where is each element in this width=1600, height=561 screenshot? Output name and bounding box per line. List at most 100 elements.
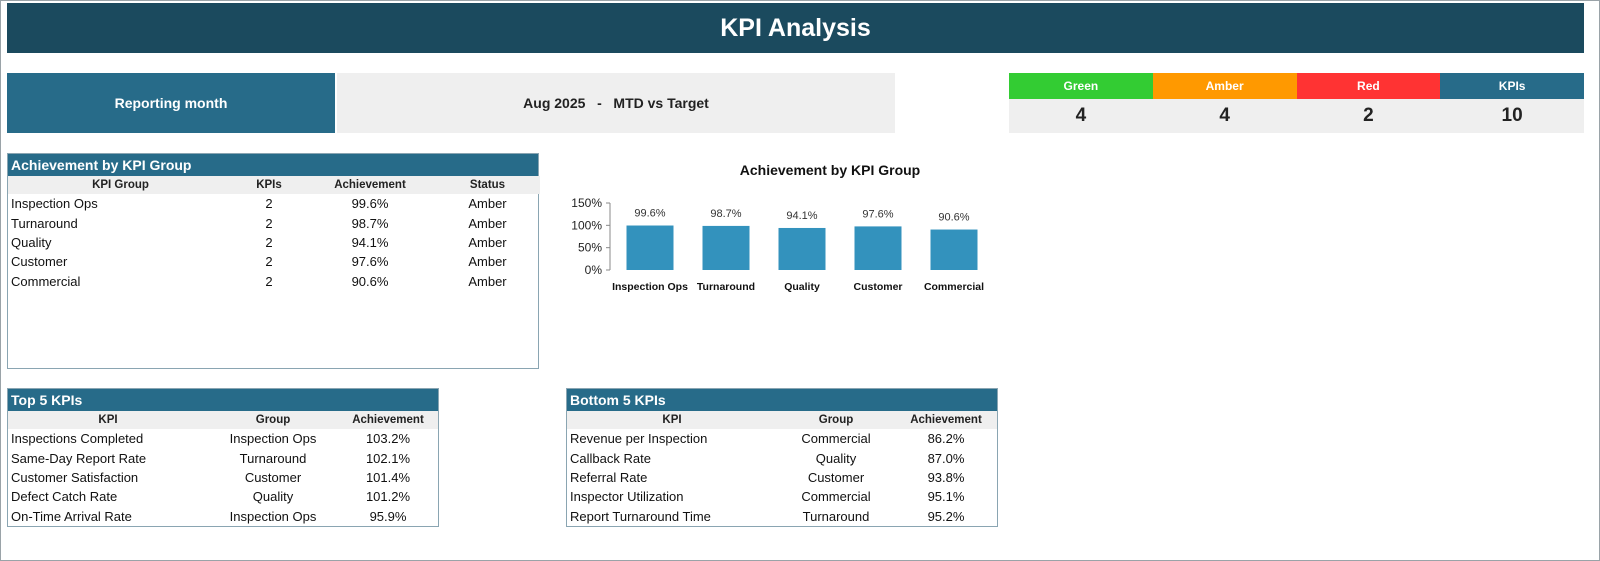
table-row: Inspection Ops 2 99.6% Amber	[8, 194, 540, 213]
table-cell: 93.8%	[927, 469, 965, 485]
column-header: KPI Group	[8, 176, 233, 194]
table-cell: Inspections Completed	[11, 431, 144, 447]
bar	[854, 226, 902, 270]
status-card-label: Green	[1009, 73, 1153, 99]
table-cell: Customer Satisfaction	[11, 469, 139, 485]
table-cell: 2	[265, 273, 273, 289]
column-header: KPI	[567, 411, 777, 429]
bottom5-panel: Bottom 5 KPIs KPI Group Achievement Reve…	[566, 388, 998, 527]
table-row: Referral Rate Customer 93.8%	[567, 468, 997, 487]
reporting-month-value: Aug 2025 - MTD vs Target	[337, 73, 895, 133]
x-tick-label: Quality	[784, 281, 820, 293]
y-tick-label: 0%	[585, 263, 603, 277]
table-cell: 2	[265, 234, 273, 250]
table-cell: Turnaround	[239, 450, 307, 466]
column-header: KPIs	[233, 176, 305, 194]
group-achievement-panel: Achievement by KPI Group KPI Group KPIs …	[7, 153, 540, 369]
table-cell: Defect Catch Rate	[11, 489, 118, 505]
x-tick-label: Inspection Ops	[612, 281, 688, 293]
panel-title: Achievement by KPI Group	[8, 154, 538, 176]
status-card-label: Amber	[1152, 73, 1297, 99]
table-row: Quality 2 94.1% Amber	[8, 233, 540, 252]
bar	[702, 225, 750, 270]
table-cell: Same-Day Report Rate	[11, 450, 147, 466]
table-row: Customer 2 97.6% Amber	[8, 252, 540, 271]
table-cell: Commercial	[11, 273, 81, 289]
top5-table: KPI Group Achievement Inspections Comple…	[8, 411, 438, 526]
table-cell: 95.1%	[927, 489, 965, 505]
table-cell: Inspector Utilization	[570, 489, 684, 505]
table-cell: Revenue per Inspection	[570, 431, 708, 447]
top5-panel: Top 5 KPIs KPI Group Achievement Inspect…	[7, 388, 439, 527]
table-cell: Quality	[815, 450, 857, 466]
x-tick-label: Customer	[853, 281, 902, 293]
table-cell: Customer	[244, 469, 302, 485]
table-cell: Commercial	[801, 489, 871, 505]
table-row: Commercial 2 90.6% Amber	[8, 272, 540, 291]
column-header: Achievement	[895, 411, 997, 429]
table-cell: 95.9%	[369, 508, 407, 524]
table-row: Same-Day Report Rate Turnaround 102.1%	[8, 448, 438, 467]
table-row: Report Turnaround Time Turnaround 95.2%	[567, 507, 997, 526]
table-cell: 94.1%	[351, 234, 389, 250]
table-cell: 101.4%	[365, 469, 411, 485]
table-cell: 2	[265, 215, 273, 231]
table-cell: Quality	[252, 489, 294, 505]
column-header: Achievement	[338, 411, 438, 429]
table-cell: Amber	[468, 273, 507, 289]
dashboard-title: KPI Analysis	[7, 3, 1584, 53]
table-cell: Commercial	[801, 431, 871, 447]
table-cell: Inspection Ops	[229, 508, 317, 524]
table-cell: On-Time Arrival Rate	[11, 508, 132, 524]
reporting-month-label: Reporting month	[7, 73, 335, 133]
table-cell: 101.2%	[365, 489, 411, 505]
table-header-row: KPI Group Achievement	[8, 411, 438, 429]
table-cell: Turnaround	[11, 215, 78, 231]
bar	[778, 227, 826, 270]
data-label: 99.6%	[634, 208, 665, 220]
chart-title: Achievement by KPI Group	[739, 162, 921, 178]
status-card-value: 4	[1009, 99, 1153, 133]
status-card-value: 4	[1152, 99, 1297, 133]
data-label: 90.6%	[938, 212, 969, 224]
table-row: On-Time Arrival Rate Inspection Ops 95.9…	[8, 507, 438, 526]
bar	[626, 225, 674, 270]
table-header-row: KPI Group Achievement	[567, 411, 997, 429]
group-achievement-table: KPI Group KPIs Achievement Status Inspec…	[8, 176, 540, 291]
table-cell: Inspection Ops	[11, 196, 98, 212]
table-cell: 2	[265, 196, 273, 212]
table-cell: Report Turnaround Time	[570, 508, 711, 524]
table-row: Turnaround 2 98.7% Amber	[8, 213, 540, 232]
panel-title: Bottom 5 KPIs	[567, 389, 997, 411]
table-cell: Amber	[468, 196, 507, 212]
status-card-red: Red 2	[1296, 73, 1441, 133]
data-label: 98.7%	[710, 208, 741, 220]
table-cell: 87.0%	[927, 450, 965, 466]
status-card-kpis: KPIs 10	[1440, 73, 1584, 133]
bar	[930, 229, 978, 270]
table-cell: Callback Rate	[570, 450, 651, 466]
table-cell: 95.2%	[927, 508, 965, 524]
column-header: Achievement	[305, 176, 435, 194]
column-header: Group	[208, 411, 338, 429]
bottom5-table: KPI Group Achievement Revenue per Inspec…	[567, 411, 997, 526]
x-tick-label: Turnaround	[697, 281, 755, 293]
achievement-bar-chart: 0% 50% 100% 150% 99.6% Inspection Ops 98.7% Tur…	[571, 196, 984, 293]
status-card-amber: Amber 4	[1152, 73, 1297, 133]
table-cell: Turnaround	[802, 508, 870, 524]
y-tick-label: 50%	[578, 241, 602, 255]
status-card-label: KPIs	[1440, 73, 1584, 99]
table-cell: 103.2%	[365, 431, 411, 447]
table-cell: Customer	[807, 469, 865, 485]
column-header: Status	[435, 176, 540, 194]
status-card-value: 2	[1296, 99, 1441, 133]
y-tick-label: 100%	[571, 218, 602, 232]
table-cell: 2	[265, 254, 273, 270]
table-cell: 102.1%	[365, 450, 411, 466]
table-cell: Inspection Ops	[229, 431, 317, 447]
status-card-green: Green 4	[1009, 73, 1153, 133]
table-cell: Customer	[11, 254, 68, 270]
table-cell: 86.2%	[927, 431, 965, 447]
column-header: Group	[777, 411, 895, 429]
table-row: Defect Catch Rate Quality 101.2%	[8, 487, 438, 506]
